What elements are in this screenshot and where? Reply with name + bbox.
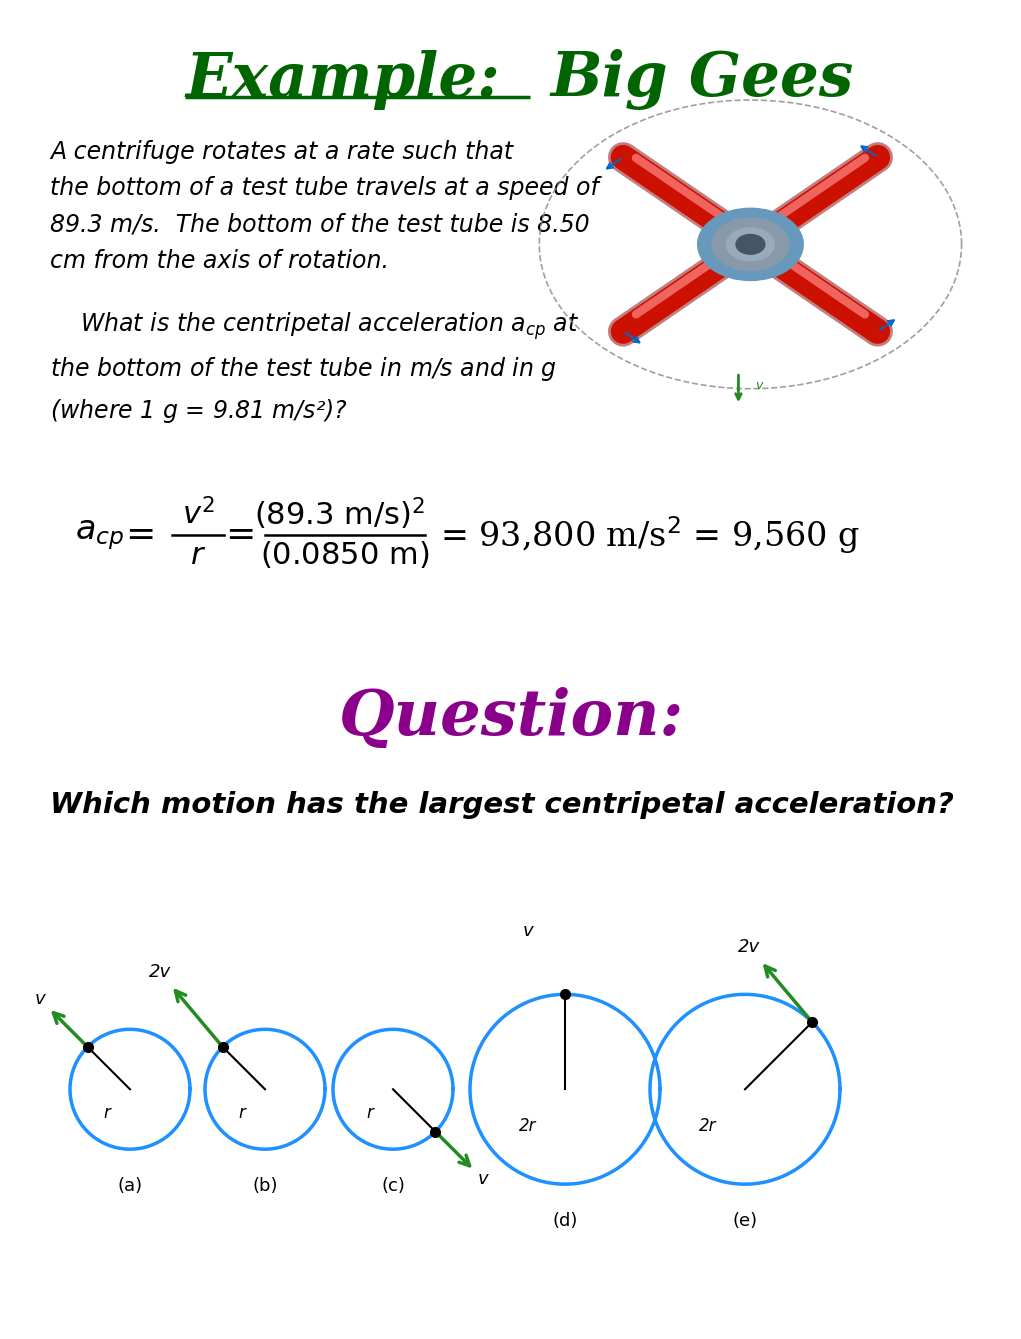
Circle shape: [726, 228, 774, 261]
Circle shape: [697, 209, 804, 280]
Text: = 93,800 m/s$^2$ = 9,560 g: = 93,800 m/s$^2$ = 9,560 g: [440, 514, 860, 556]
Text: v: v: [478, 1170, 488, 1188]
Text: (a): (a): [117, 1177, 143, 1196]
Text: Example:: Example:: [185, 50, 500, 110]
Text: v: v: [756, 379, 763, 392]
Text: $(89.3\ \mathrm{m/s})^2$: $(89.3\ \mathrm{m/s})^2$: [254, 495, 426, 532]
Text: =: =: [125, 518, 155, 552]
Text: 2r: 2r: [699, 1117, 717, 1135]
Text: $v^2$: $v^2$: [182, 498, 214, 532]
Text: $r$: $r$: [190, 540, 206, 570]
Text: 2r: 2r: [520, 1117, 537, 1135]
Text: Question:: Question:: [338, 687, 684, 749]
Text: =: =: [225, 518, 255, 552]
Text: Which motion has the largest centripetal acceleration?: Which motion has the largest centripetal…: [50, 791, 954, 819]
Text: What is the centripetal acceleration $a_{cp}$ at
the bottom of the test tube in : What is the centripetal acceleration $a_…: [50, 311, 580, 424]
Text: 2v: 2v: [738, 939, 761, 956]
Circle shape: [736, 234, 765, 254]
Text: r: r: [103, 1103, 110, 1122]
Text: Big Gees: Big Gees: [550, 50, 854, 111]
Text: A centrifuge rotates at a rate such that
the bottom of a test tube travels at a : A centrifuge rotates at a rate such that…: [50, 141, 599, 273]
Text: $(0.0850\ \mathrm{m})$: $(0.0850\ \mathrm{m})$: [260, 541, 430, 572]
Text: $a_{cp}$: $a_{cp}$: [75, 518, 125, 552]
Text: 2v: 2v: [149, 963, 171, 981]
Text: r: r: [367, 1103, 373, 1122]
Text: (c): (c): [381, 1177, 405, 1196]
Circle shape: [712, 218, 789, 270]
Text: (e): (e): [732, 1212, 758, 1231]
Text: (b): (b): [252, 1177, 278, 1196]
Text: (d): (d): [552, 1212, 578, 1231]
Text: r: r: [238, 1103, 245, 1122]
Text: v: v: [35, 991, 46, 1008]
Text: v: v: [523, 923, 534, 940]
